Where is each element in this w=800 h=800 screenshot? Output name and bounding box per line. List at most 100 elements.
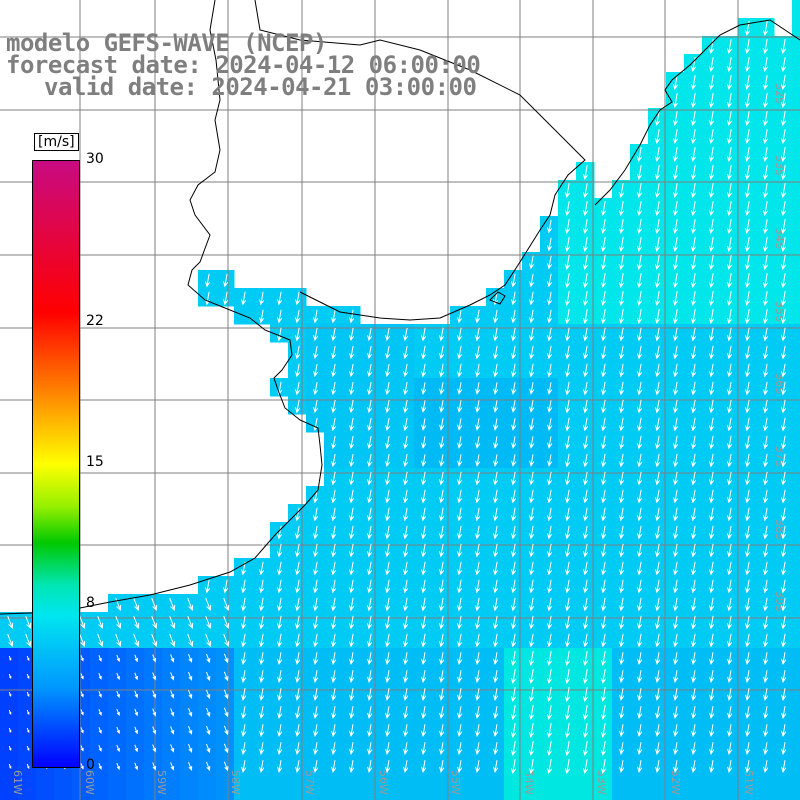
wind-speed-cell	[612, 612, 631, 631]
wind-arrow	[655, 670, 661, 683]
wind-arrow	[618, 255, 625, 271]
wind-speed-cell	[576, 450, 595, 469]
wind-arrow	[582, 651, 589, 667]
wind-arrow	[637, 471, 643, 486]
wind-arrow	[97, 633, 104, 647]
wind-arrow	[618, 201, 625, 217]
wind-speed-cell	[702, 756, 721, 775]
wind-speed-cell	[252, 666, 271, 685]
wind-arrow	[403, 489, 409, 504]
wind-arrow	[582, 291, 589, 307]
wind-speed-cell	[342, 486, 361, 505]
wind-arrow	[331, 489, 337, 504]
wind-speed-cell	[306, 630, 325, 649]
wind-arrow	[655, 417, 661, 432]
wind-arrow	[690, 183, 697, 199]
wind-speed-cell	[774, 720, 793, 739]
wind-speed-cell	[306, 306, 325, 325]
wind-speed-cell	[252, 738, 271, 757]
wind-speed-cell	[594, 450, 613, 469]
wind-speed-cell	[306, 594, 325, 613]
wind-speed-cell	[234, 774, 253, 793]
wind-arrow	[673, 724, 679, 737]
wind-speed-cell	[504, 720, 523, 739]
wind-speed-cell	[522, 522, 541, 541]
wind-arrow	[79, 615, 86, 629]
wind-arrow	[744, 75, 751, 91]
wind-speed-cell	[396, 378, 415, 397]
wind-speed-cell	[360, 756, 379, 775]
wind-speed-cell	[774, 414, 793, 433]
wind-speed-cell	[630, 738, 649, 757]
wind-speed-cell	[738, 684, 757, 703]
wind-speed-cell	[666, 720, 685, 739]
wind-speed-cell	[774, 702, 793, 721]
wind-arrow	[691, 670, 697, 683]
wind-speed-cell	[648, 504, 667, 523]
wind-speed-cell	[558, 612, 577, 631]
wind-arrow	[367, 724, 373, 737]
wind-speed-cell	[540, 702, 559, 721]
wind-arrow	[763, 381, 769, 396]
wind-speed-cell	[756, 162, 775, 181]
wind-speed-cell	[468, 594, 487, 613]
wind-arrow	[529, 454, 535, 467]
wind-arrow	[206, 743, 211, 754]
wind-speed-cell	[414, 756, 433, 775]
wind-arrow	[331, 345, 337, 360]
wind-arrow	[188, 726, 193, 735]
wind-arrow	[619, 652, 625, 665]
wind-speed-cell	[450, 486, 469, 505]
wind-arrow	[510, 741, 517, 757]
wind-arrow	[259, 579, 265, 594]
wind-speed-cell	[324, 594, 343, 613]
wind-arrow	[727, 706, 733, 719]
wind-arrow	[511, 363, 517, 378]
wind-arrow	[762, 219, 769, 235]
wind-arrow	[116, 744, 120, 753]
wind-arrow	[439, 418, 445, 431]
wind-speed-cell	[468, 450, 487, 469]
wind-arrow	[295, 724, 301, 737]
wind-speed-cell	[702, 54, 721, 73]
wind-speed-cell	[792, 612, 800, 631]
wind-arrow	[439, 400, 445, 413]
wind-arrow	[744, 273, 751, 289]
wind-arrow	[475, 561, 481, 576]
wind-arrow	[223, 689, 229, 700]
wind-arrow	[475, 742, 481, 755]
wind-arrow	[493, 688, 499, 701]
wind-arrow	[349, 363, 355, 378]
wind-speed-cell	[774, 504, 793, 523]
longitude-label: 60W	[83, 770, 96, 795]
wind-speed-cell	[558, 432, 577, 451]
wind-arrow	[546, 669, 553, 685]
wind-speed-cell	[738, 720, 757, 739]
wind-speed-cell	[738, 72, 757, 91]
wind-speed-cell	[522, 792, 541, 800]
wind-speed-cell	[504, 486, 523, 505]
wind-speed-cell	[414, 594, 433, 613]
wind-speed-cell	[324, 342, 343, 361]
wind-speed-cell	[648, 486, 667, 505]
wind-arrow	[600, 237, 607, 253]
wind-speed-cell	[702, 792, 721, 800]
wind-arrow	[403, 507, 409, 522]
wind-arrow	[529, 363, 535, 378]
wind-speed-cell	[630, 216, 649, 235]
wind-arrow	[206, 725, 211, 736]
wind-arrow	[457, 309, 463, 324]
wind-speed-cell	[702, 432, 721, 451]
wind-arrow	[421, 561, 427, 576]
wind-speed-cell	[738, 198, 757, 217]
wind-speed-cell	[558, 594, 577, 613]
wind-arrow	[421, 760, 427, 773]
wind-speed-cell	[504, 396, 523, 415]
wind-arrow	[115, 633, 122, 647]
wind-speed-cell	[540, 630, 559, 649]
wind-speed-cell	[756, 36, 775, 55]
wind-speed-cell	[594, 432, 613, 451]
wind-arrow	[277, 652, 283, 665]
wind-speed-cell	[594, 522, 613, 541]
